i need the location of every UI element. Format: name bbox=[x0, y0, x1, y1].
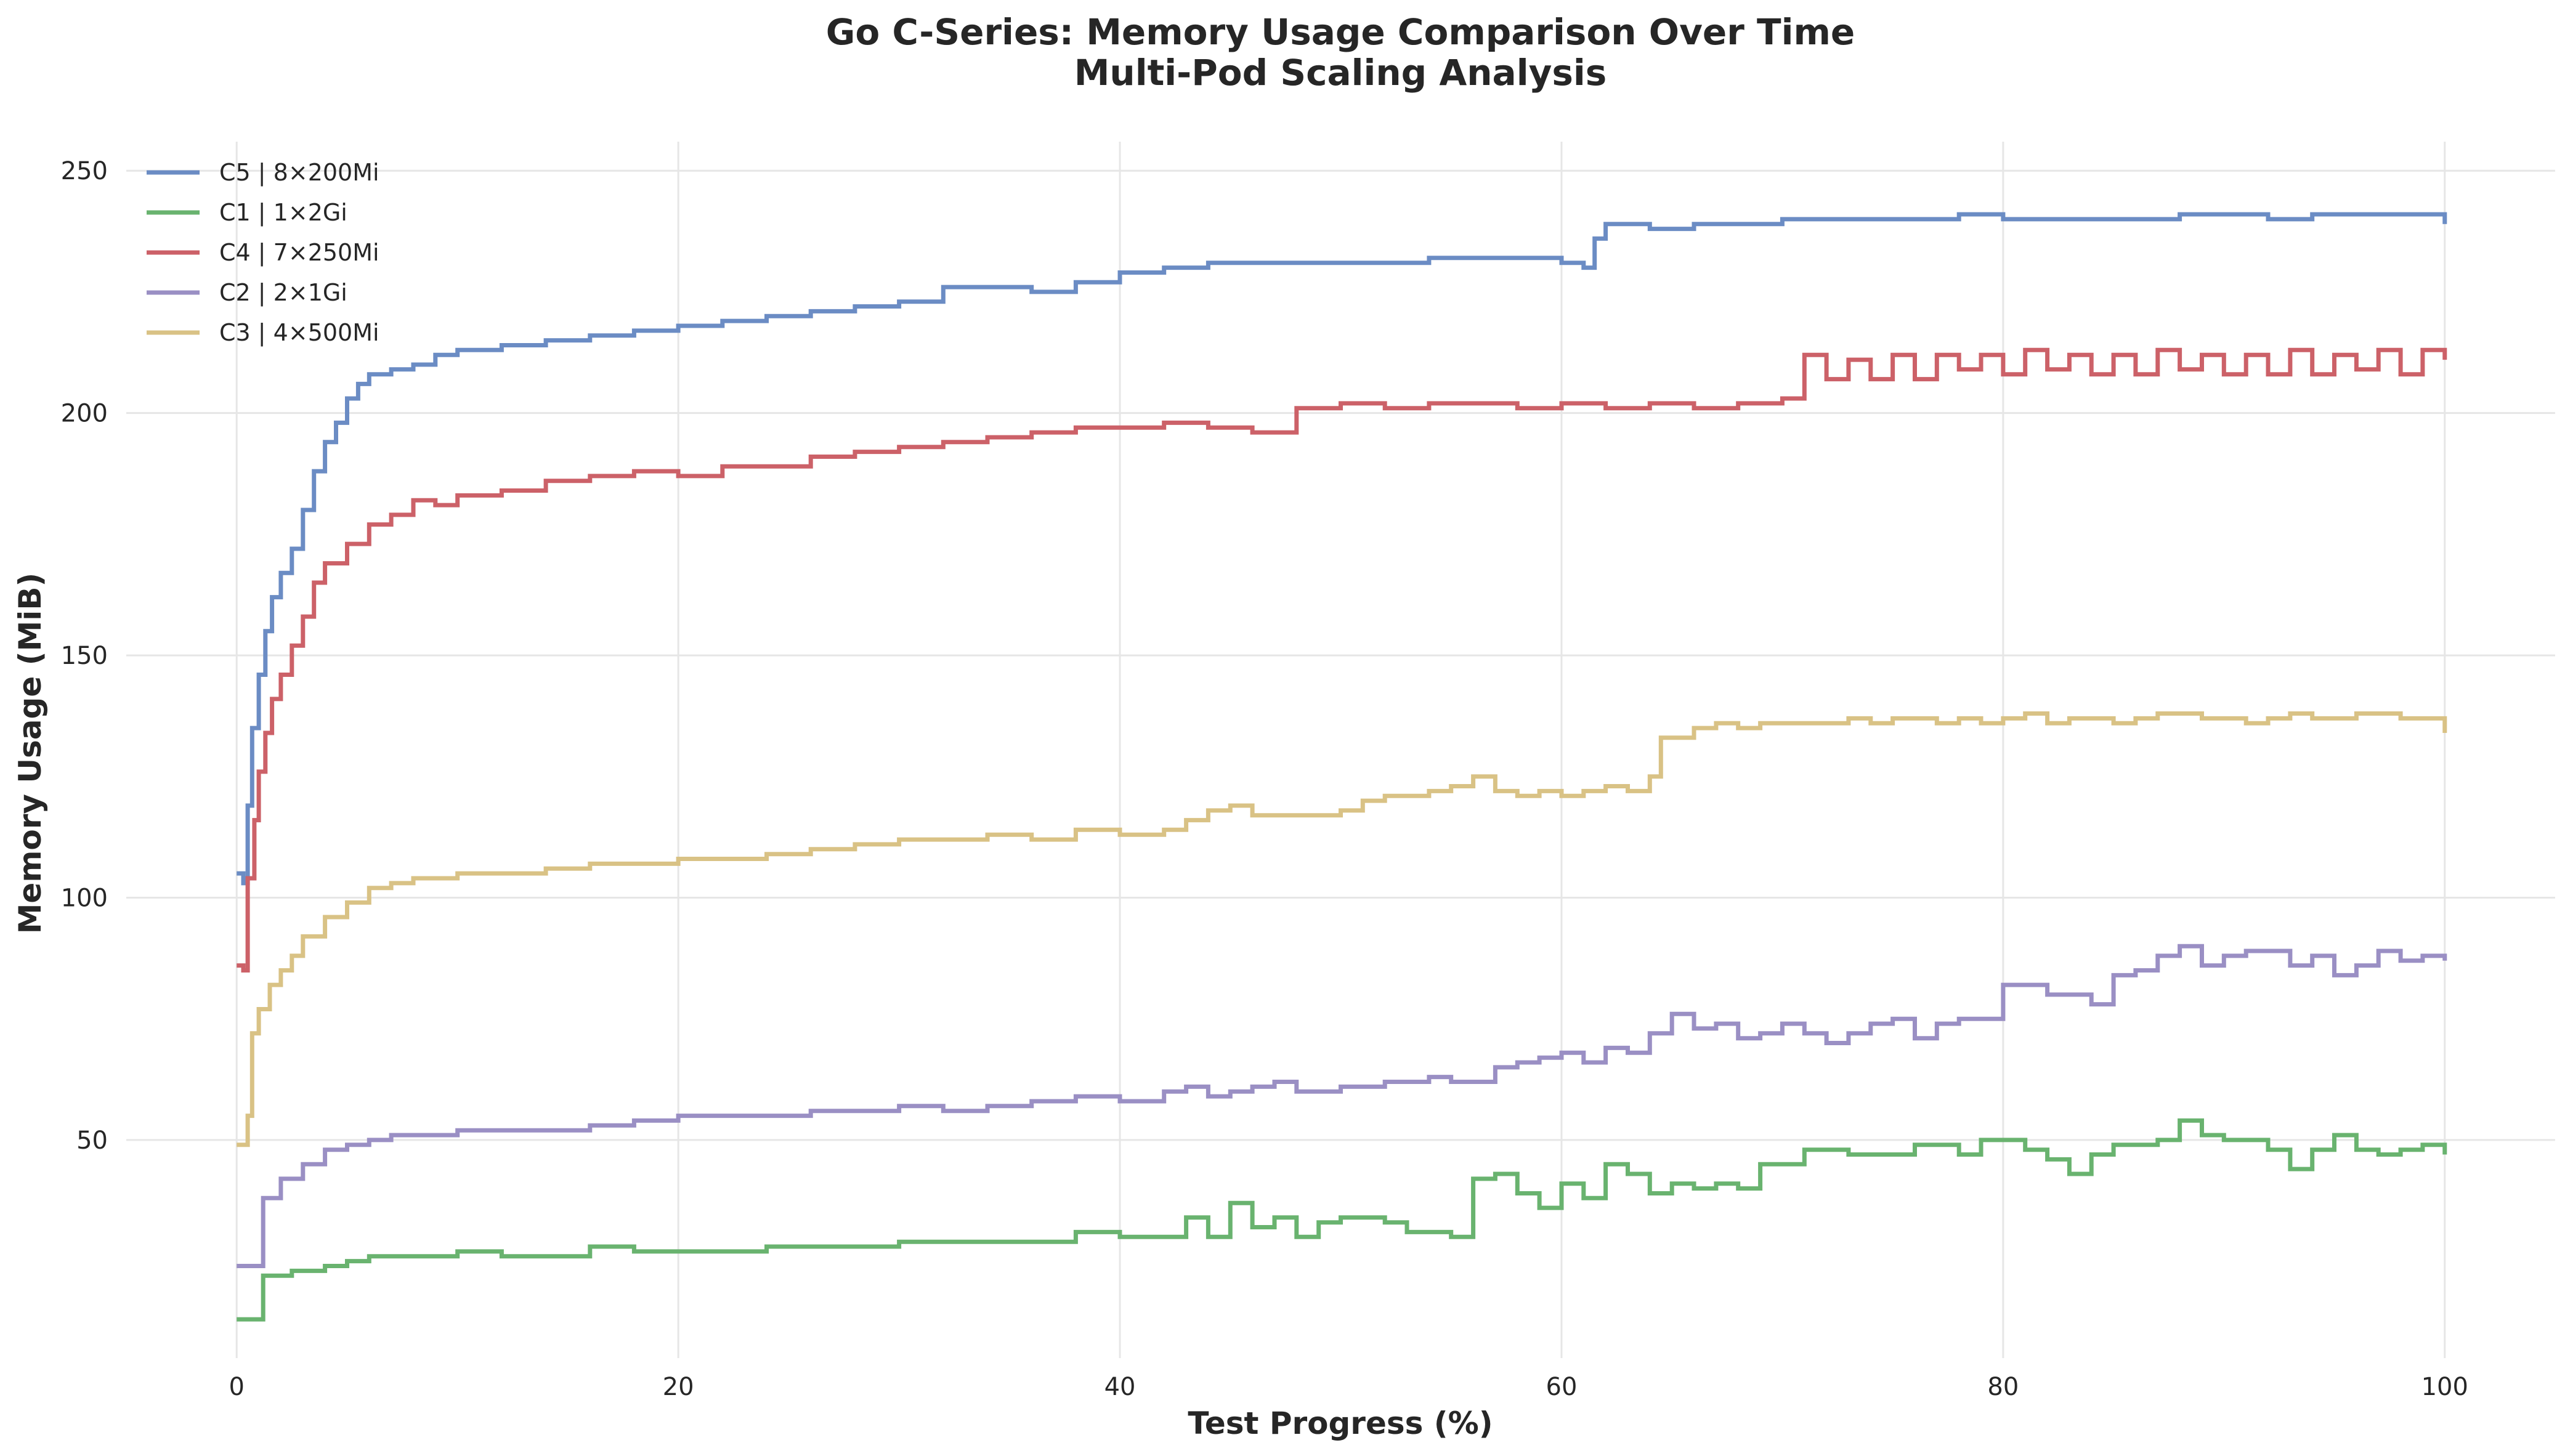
y-tick-label: 100 bbox=[61, 884, 108, 912]
y-tick-label: 250 bbox=[61, 157, 108, 185]
x-tick-label: 60 bbox=[1546, 1373, 1578, 1401]
legend-label: C2 | 2×1Gi bbox=[219, 279, 347, 307]
x-axis-label: Test Progress (%) bbox=[1188, 1405, 1493, 1441]
series-line-2 bbox=[237, 1118, 2447, 1322]
legend-label: C3 | 4×500Mi bbox=[219, 319, 379, 347]
legend-label: C1 | 1×2Gi bbox=[219, 199, 347, 227]
legend-item: C3 | 4×500Mi bbox=[147, 319, 379, 347]
series-line-3 bbox=[237, 347, 2447, 973]
series-line-1 bbox=[237, 212, 2447, 886]
series-line-5 bbox=[237, 711, 2447, 1147]
y-tick-label: 200 bbox=[61, 400, 108, 428]
chart-title-line1: Go C-Series: Memory Usage Comparison Ove… bbox=[826, 11, 1855, 53]
grid bbox=[126, 142, 2555, 1358]
legend: C5 | 8×200Mi C1 | 1×2Gi C4 | 7×250Mi C2 | 2… bbox=[147, 159, 379, 347]
x-tick-label: 80 bbox=[1987, 1373, 2019, 1401]
y-axis-label: Memory Usage (MiB) bbox=[12, 573, 48, 934]
legend-item: C1 | 1×2Gi bbox=[147, 199, 347, 227]
legend-label: C4 | 7×250Mi bbox=[219, 239, 379, 267]
legend-item: C5 | 8×200Mi bbox=[147, 159, 379, 187]
y-tick-label: 150 bbox=[61, 642, 108, 670]
x-tick-label: 40 bbox=[1104, 1373, 1136, 1401]
x-tick-labels: 0 20 40 60 80 100 bbox=[229, 1373, 2468, 1401]
chart-title-line2: Multi-Pod Scaling Analysis bbox=[1074, 52, 1607, 94]
series-line-4 bbox=[237, 944, 2447, 1268]
series-layer bbox=[237, 212, 2447, 1322]
y-tick-labels: 50 100 150 200 250 bbox=[61, 157, 108, 1155]
x-tick-label: 0 bbox=[229, 1373, 245, 1401]
x-tick-label: 20 bbox=[663, 1373, 694, 1401]
legend-item: C4 | 7×250Mi bbox=[147, 239, 379, 267]
legend-item: C2 | 2×1Gi bbox=[147, 279, 347, 307]
x-tick-label: 100 bbox=[2421, 1373, 2468, 1401]
y-tick-label: 50 bbox=[76, 1126, 108, 1155]
legend-label: C5 | 8×200Mi bbox=[219, 159, 379, 187]
